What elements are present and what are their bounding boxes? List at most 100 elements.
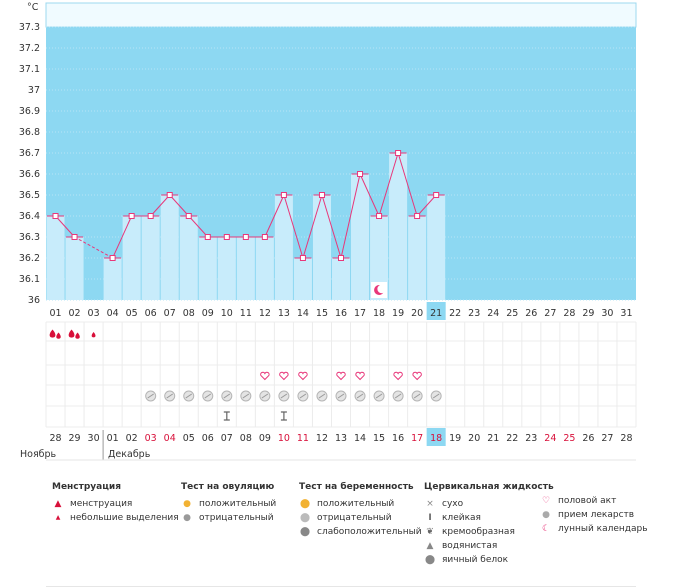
drop-icon: ▲ <box>54 498 62 509</box>
pill-icon-mark <box>299 393 307 399</box>
y-tick-label: 36 <box>28 295 40 306</box>
date-label: 17 <box>411 433 423 444</box>
legend-item: ▲ небольшие выделения <box>52 511 179 525</box>
temp-bar <box>351 174 370 300</box>
temp-bar <box>65 237 84 300</box>
y-tick-label: 36.6 <box>19 169 40 180</box>
temp-segment <box>112 215 133 259</box>
temp-segment <box>302 194 323 259</box>
temp-bar <box>255 237 274 300</box>
date-label: 11 <box>297 433 309 444</box>
temp-bar <box>160 195 179 300</box>
cycle-day-label: 21 <box>430 308 442 319</box>
legend-ovulation: Тест на овуляцию ● положительный ● отрицат… <box>181 482 276 525</box>
temp-point <box>261 234 268 240</box>
cycle-day-label: 19 <box>392 308 404 319</box>
temp-point <box>147 213 154 219</box>
date-label: 28 <box>49 433 61 444</box>
date-label: 13 <box>335 433 347 444</box>
temp-segment <box>416 194 437 217</box>
egg-white-icon: ⬤ <box>424 554 436 565</box>
heart-icon <box>298 371 308 381</box>
legend-other: ♡ половой акт ● прием лекарств ☾ лунный кал… <box>540 494 648 536</box>
temp-point <box>280 192 287 198</box>
temp-bar <box>236 237 255 300</box>
legend-item: ☾ лунный календарь <box>541 523 648 535</box>
cycle-day-label: 02 <box>69 308 81 319</box>
cycle-day-label: 03 <box>88 308 100 319</box>
temp-point <box>71 234 78 240</box>
temp-point <box>414 213 421 219</box>
cycle-day-label: 16 <box>335 308 347 319</box>
legend-item: ❦ кремообразная <box>424 525 554 539</box>
pill-icon-mark <box>280 393 288 399</box>
calendar-date-row: 28 29 30 01 02 03 04 05 06 07 08 09 10 11 12 13 14 15 16 17… <box>46 428 636 461</box>
temp-bar <box>427 195 446 300</box>
pill-icon-mark <box>166 393 173 399</box>
month-label-prev: Ноябрь <box>20 449 57 460</box>
date-label: 22 <box>506 433 518 444</box>
cycle-day-label: 12 <box>259 308 271 319</box>
legend-item: ⬤ слабоположительный <box>299 526 422 538</box>
date-label: 06 <box>202 433 214 444</box>
menstruation-drop-icon <box>68 329 75 338</box>
legend-item: ● прием лекарств <box>540 508 648 522</box>
y-axis-label: °C <box>27 2 39 13</box>
pregnancy-negative-icon: ⬤ <box>299 512 311 523</box>
temp-point <box>242 234 249 240</box>
y-tick-label: 37 <box>28 85 40 96</box>
y-tick-label: 36.5 <box>19 190 40 201</box>
watery-icon: ▲ <box>426 540 434 551</box>
menstruation-drop-icon <box>56 332 61 339</box>
temp-segment <box>340 173 361 259</box>
cycle-day-label: 29 <box>582 308 594 319</box>
pill-icon-mark <box>261 393 269 399</box>
temp-segment <box>169 194 190 217</box>
pill-icon-mark <box>356 393 364 399</box>
y-tick-label: 37.3 <box>19 22 40 33</box>
legend-item: ⬤ яичный белок <box>424 554 509 566</box>
temp-segment <box>397 152 418 217</box>
cycle-day-label: 17 <box>354 308 366 319</box>
temp-point <box>128 213 135 219</box>
legend-item: ⬤ положительный <box>299 498 395 510</box>
temp-bar <box>198 237 217 300</box>
date-label: 30 <box>88 433 100 444</box>
date-label: 29 <box>69 433 81 444</box>
small-drop-icon: ▲ <box>55 513 61 521</box>
heart-icon <box>336 371 346 381</box>
heart-icon <box>355 371 365 381</box>
temperature-points <box>47 150 445 261</box>
cycle-day-label: 08 <box>183 308 195 319</box>
temp-segment <box>283 194 304 259</box>
symptom-symbols <box>49 282 442 421</box>
cycle-day-row: 01 02 03 04 05 06 07 08 09 10 11 12 13 14 15 16 17 18 19 20… <box>49 302 633 320</box>
temp-point <box>52 213 59 219</box>
cycle-day-label: 23 <box>468 308 480 319</box>
date-label: 25 <box>563 433 575 444</box>
date-label: 21 <box>487 433 499 444</box>
heart-icon <box>260 371 270 381</box>
menstruation-drop-icon <box>49 329 56 338</box>
cycle-day-label: 01 <box>49 308 61 319</box>
heart-icon <box>412 371 422 381</box>
cycle-day-label: 07 <box>164 308 176 319</box>
legend-menstruation: Менструация ▲ менструация ▲ небольшие выде… <box>52 482 179 525</box>
pregnancy-weak-icon: ⬤ <box>299 526 311 537</box>
chart-top-band <box>45 2 637 28</box>
cycle-day-label: 24 <box>487 308 499 319</box>
date-label: 05 <box>183 433 195 444</box>
cycle-day-label: 14 <box>297 308 309 319</box>
y-tick-label: 36.2 <box>19 253 40 264</box>
date-label: 01 <box>107 433 119 444</box>
legend-item: × сухо <box>424 497 554 511</box>
date-label: 03 <box>145 433 157 444</box>
menstruation-drop-icon <box>75 332 80 339</box>
moon-icon-shade <box>377 284 386 294</box>
legend-item: ● положительный <box>181 497 276 511</box>
ovulation-positive-icon: ● <box>183 498 191 509</box>
cycle-day-label: 28 <box>563 308 575 319</box>
date-label: 02 <box>126 433 138 444</box>
current-day-highlight <box>426 302 446 320</box>
